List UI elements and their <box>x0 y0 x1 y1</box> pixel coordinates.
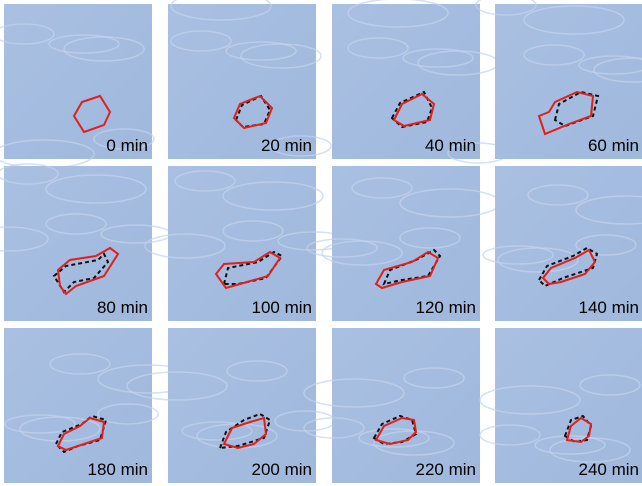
image-panel: 100 min <box>145 166 348 321</box>
panel-grid: 0 min 20 min 40 min 60 min 80 min 100 min 120 … <box>0 0 642 486</box>
time-label: 120 min <box>416 298 476 317</box>
image-panel: 20 min <box>168 0 331 159</box>
time-label: 200 min <box>252 460 312 479</box>
time-label: 60 min <box>588 136 639 155</box>
time-label: 240 min <box>579 460 639 479</box>
image-panel: 220 min <box>304 328 480 483</box>
time-label: 0 min <box>106 136 148 155</box>
image-panel: 80 min <box>0 164 171 321</box>
time-label: 100 min <box>252 298 312 317</box>
time-label: 40 min <box>425 136 476 155</box>
image-panel: 40 min <box>332 0 508 163</box>
time-label: 180 min <box>88 460 148 479</box>
time-label: 220 min <box>416 460 476 479</box>
time-label: 140 min <box>579 298 639 317</box>
image-panel: 200 min <box>127 328 335 483</box>
image-panel: 140 min <box>483 166 642 321</box>
image-panel: 120 min <box>307 166 500 321</box>
time-label: 80 min <box>97 298 148 317</box>
image-panel: 60 min <box>476 0 642 159</box>
image-panel: 0 min <box>0 4 154 168</box>
image-panel: 240 min <box>480 328 642 483</box>
time-label: 20 min <box>261 136 312 155</box>
